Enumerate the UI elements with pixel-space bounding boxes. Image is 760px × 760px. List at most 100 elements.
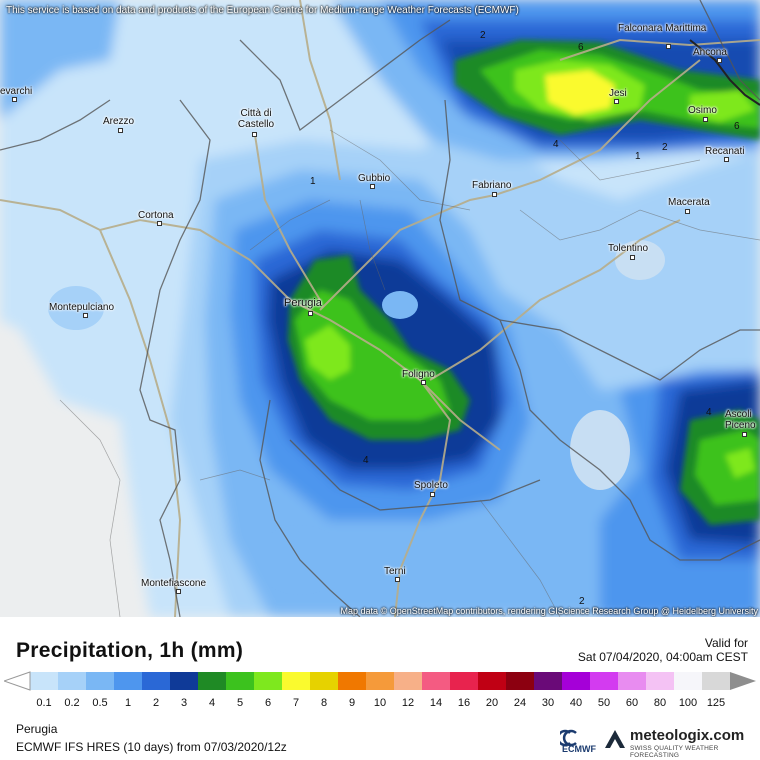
contour-label: 2 [480, 30, 486, 41]
map-canvas [0, 0, 760, 617]
scale-tick-label: 2 [152, 697, 160, 709]
city-dot [666, 44, 671, 49]
scale-cell [254, 672, 283, 690]
city-label: Gubbio [358, 173, 391, 184]
contour-label: 1 [635, 151, 641, 162]
city-dot [308, 311, 313, 316]
precipitation-map[interactable]: This service is based on data and produc… [0, 0, 760, 617]
scale-cell [478, 672, 507, 690]
scale-cell [562, 672, 591, 690]
scale-cell [506, 672, 535, 690]
scale-underflow-arrow [4, 671, 31, 691]
city-label: Ascoli Piceno [725, 409, 756, 431]
scale-cell [30, 672, 59, 690]
scale-tick-label: 30 [541, 697, 555, 709]
city-dot [157, 221, 162, 226]
map-attribution: Map data © OpenStreetMap contributors, r… [340, 606, 758, 616]
scale-cell [674, 672, 703, 690]
city-label: Foligno [402, 369, 435, 380]
scale-tick-label: 0.2 [64, 697, 80, 709]
city-label: Città di Castello [237, 108, 275, 130]
contour-label: 1 [310, 176, 316, 187]
city-label: Montepulciano [49, 302, 115, 313]
city-dot [630, 255, 635, 260]
scale-tick-label: 100 [678, 697, 698, 709]
scale-tick-label: 6 [264, 697, 272, 709]
scale-cell [170, 672, 199, 690]
model-info: ECMWF IFS HRES (10 days) from 07/03/2020… [16, 740, 287, 754]
city-label: Cortona [138, 210, 174, 221]
city-dot [492, 192, 497, 197]
scale-tick-label: 1 [124, 697, 132, 709]
scale-cell [142, 672, 171, 690]
scale-tick-label: 3 [180, 697, 188, 709]
city-label: Arezzo [103, 116, 135, 127]
meteologix-tagline: SWISS QUALITY WEATHER FORECASTING [630, 745, 719, 759]
scale-tick-label: 0.1 [36, 697, 52, 709]
scale-cell [86, 672, 115, 690]
city-label: Fabriano [472, 180, 512, 191]
city-dot [252, 132, 257, 137]
city-dot [370, 184, 375, 189]
city-label: Perugia [284, 297, 322, 309]
scale-tick-label: 60 [625, 697, 639, 709]
city-dot [83, 313, 88, 318]
city-label: Tolentino [608, 243, 649, 254]
scale-tick-label: 5 [236, 697, 244, 709]
meteologix-logo-icon [605, 730, 625, 748]
scale-cell [338, 672, 367, 690]
contour-label: 2 [579, 596, 585, 607]
scale-overflow-arrow [730, 672, 756, 690]
contour-label: 6 [578, 42, 584, 53]
city-dot [395, 577, 400, 582]
city-dot [176, 589, 181, 594]
color-scale-bar [4, 671, 756, 691]
scale-tick-label: 10 [373, 697, 387, 709]
scale-tick-label: 125 [706, 697, 726, 709]
map-title: Precipitation, 1h (mm) [16, 639, 244, 662]
scale-cell [226, 672, 255, 690]
meteologix-brand-name[interactable]: meteologix.com [630, 727, 745, 744]
scale-tick-label: 0.5 [92, 697, 108, 709]
scale-cell [282, 672, 311, 690]
scale-cell [198, 672, 227, 690]
contour-label: 4 [553, 139, 559, 150]
scale-cell [58, 672, 87, 690]
contour-label: 4 [706, 407, 712, 418]
city-label: Osimo [688, 105, 717, 116]
scale-tick-label: 7 [292, 697, 300, 709]
city-dot [703, 117, 708, 122]
scale-cell [646, 672, 675, 690]
contour-label: 6 [734, 121, 740, 132]
city-dot [430, 492, 435, 497]
valid-for-label: Valid for [704, 636, 748, 650]
scale-cell [450, 672, 479, 690]
scale-tick-label: 80 [653, 697, 667, 709]
scale-cell [590, 672, 619, 690]
scale-cell [534, 672, 563, 690]
city-label: Jesi [609, 88, 627, 99]
scale-tick-label: 40 [569, 697, 583, 709]
city-label: Macerata [668, 197, 710, 208]
city-label: evarchi [0, 86, 33, 97]
scale-tick-label: 24 [513, 697, 527, 709]
scale-tick-label: 50 [597, 697, 611, 709]
ecmwf-disclaimer: This service is based on data and produc… [6, 5, 519, 16]
city-label: Recanati [705, 146, 745, 157]
city-dot [12, 97, 17, 102]
city-dot [685, 209, 690, 214]
scale-tick-label: 8 [320, 697, 328, 709]
scale-cell [422, 672, 451, 690]
scale-cell [114, 672, 143, 690]
city-dot [717, 58, 722, 63]
scale-cell [310, 672, 339, 690]
city-label: Ancona [693, 47, 727, 58]
contour-label: 2 [662, 142, 668, 153]
scale-tick-label: 16 [457, 697, 471, 709]
city-dot [421, 380, 426, 385]
scale-tick-label: 12 [401, 697, 415, 709]
scale-tick-label: 4 [208, 697, 216, 709]
city-dot [118, 128, 123, 133]
contour-label: 4 [363, 455, 369, 466]
valid-time: Sat 07/04/2020, 04:00am CEST [577, 650, 748, 664]
